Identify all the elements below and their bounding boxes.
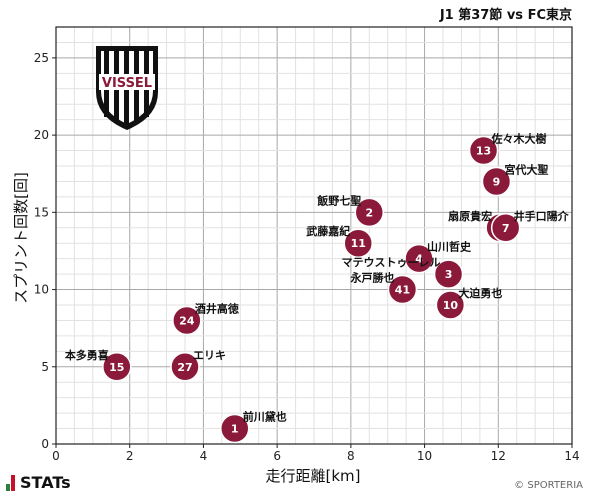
copyright: © SPORTERIA — [514, 480, 583, 491]
x-axis-label: 走行距離[km] — [265, 467, 360, 485]
point-number: 24 — [179, 314, 195, 327]
point-marker — [102, 352, 132, 382]
stats-logo: STATs — [6, 473, 71, 492]
point-marker — [404, 243, 434, 274]
point-player-2: 2 飯野七聖 — [316, 193, 385, 228]
point-name-label: 永戸勝也 — [349, 271, 394, 285]
point-marker — [343, 228, 373, 258]
point-name-label: エリキ — [193, 349, 226, 362]
point-name-label: マテウストゥーレル — [342, 256, 441, 269]
y-tick-label: 15 — [34, 205, 49, 219]
point-number: 2 — [365, 206, 373, 219]
team-logo: VISSEL — [96, 46, 158, 130]
point-marker — [220, 413, 250, 444]
plot-frame — [55, 26, 573, 445]
point-marker — [435, 290, 466, 320]
point-marker — [433, 259, 464, 289]
y-tick-label: 25 — [34, 51, 49, 65]
y-tick-label: 0 — [41, 437, 49, 451]
y-tick-label: 5 — [41, 360, 49, 374]
point-marker — [354, 197, 385, 228]
point-marker — [481, 166, 512, 197]
point-number: 13 — [476, 145, 491, 158]
point-number: 15 — [109, 361, 124, 374]
chart-title: J1 第37節 vs FC東京 — [439, 7, 572, 23]
point-name-label: 山川哲史 — [427, 240, 472, 254]
logo-text: VISSEL — [102, 76, 152, 91]
point-name-label: 前川黛也 — [243, 410, 287, 424]
point-name-label: 本多勇喜 — [65, 348, 109, 362]
point-player-7: 7 井手口陽介 — [490, 209, 570, 243]
point-number: 3 — [445, 268, 453, 281]
point-name-label: 酒井高徳 — [195, 301, 239, 315]
point-number: 10 — [443, 299, 459, 312]
point-player-1: 1 前川黛也 — [220, 410, 287, 444]
y-tick-label: 20 — [34, 128, 49, 142]
x-tick-label: 0 — [52, 449, 60, 463]
stats-brand-text: STATs — [20, 473, 71, 492]
point-player-4: 4 山川哲史 — [404, 240, 472, 274]
point-marker — [490, 213, 521, 243]
point-name-label: 飯野七聖 — [316, 193, 361, 207]
x-tick-label: 6 — [273, 449, 281, 463]
point-name-label: 武藤嘉紀 — [306, 224, 350, 238]
point-name-label: 扇原貴宏 — [448, 209, 492, 223]
point-name-label: 佐々木大樹 — [491, 132, 547, 146]
x-tick-label: 14 — [564, 449, 579, 463]
point-number: 9 — [493, 175, 501, 188]
point-player-3: 3 マテウストゥーレル — [342, 256, 464, 289]
point-marker — [172, 305, 202, 336]
stats-bars-icon — [6, 474, 16, 491]
point-number: 27 — [177, 361, 192, 374]
x-tick-label: 10 — [417, 449, 432, 463]
point-number: 1 — [231, 423, 239, 436]
point-name-label: 宮代大聖 — [504, 162, 548, 176]
point-marker — [387, 274, 418, 305]
point-number: 7 — [502, 222, 510, 235]
point-name-label: 井手口陽介 — [514, 209, 570, 223]
point-marker — [170, 352, 200, 382]
x-tick-label: 8 — [347, 449, 355, 463]
y-axis-label: スプリント回数[回] — [12, 172, 30, 304]
point-name-label: 大迫勇也 — [458, 286, 502, 300]
x-tick-label: 12 — [491, 449, 506, 463]
point-number: 41 — [395, 284, 410, 297]
point-marker — [468, 135, 499, 166]
point-number: 4 — [415, 253, 423, 266]
x-tick-label: 4 — [200, 449, 208, 463]
point-number: 11 — [351, 237, 366, 250]
y-tick-label: 10 — [34, 283, 49, 297]
x-tick-label: 2 — [126, 449, 134, 463]
